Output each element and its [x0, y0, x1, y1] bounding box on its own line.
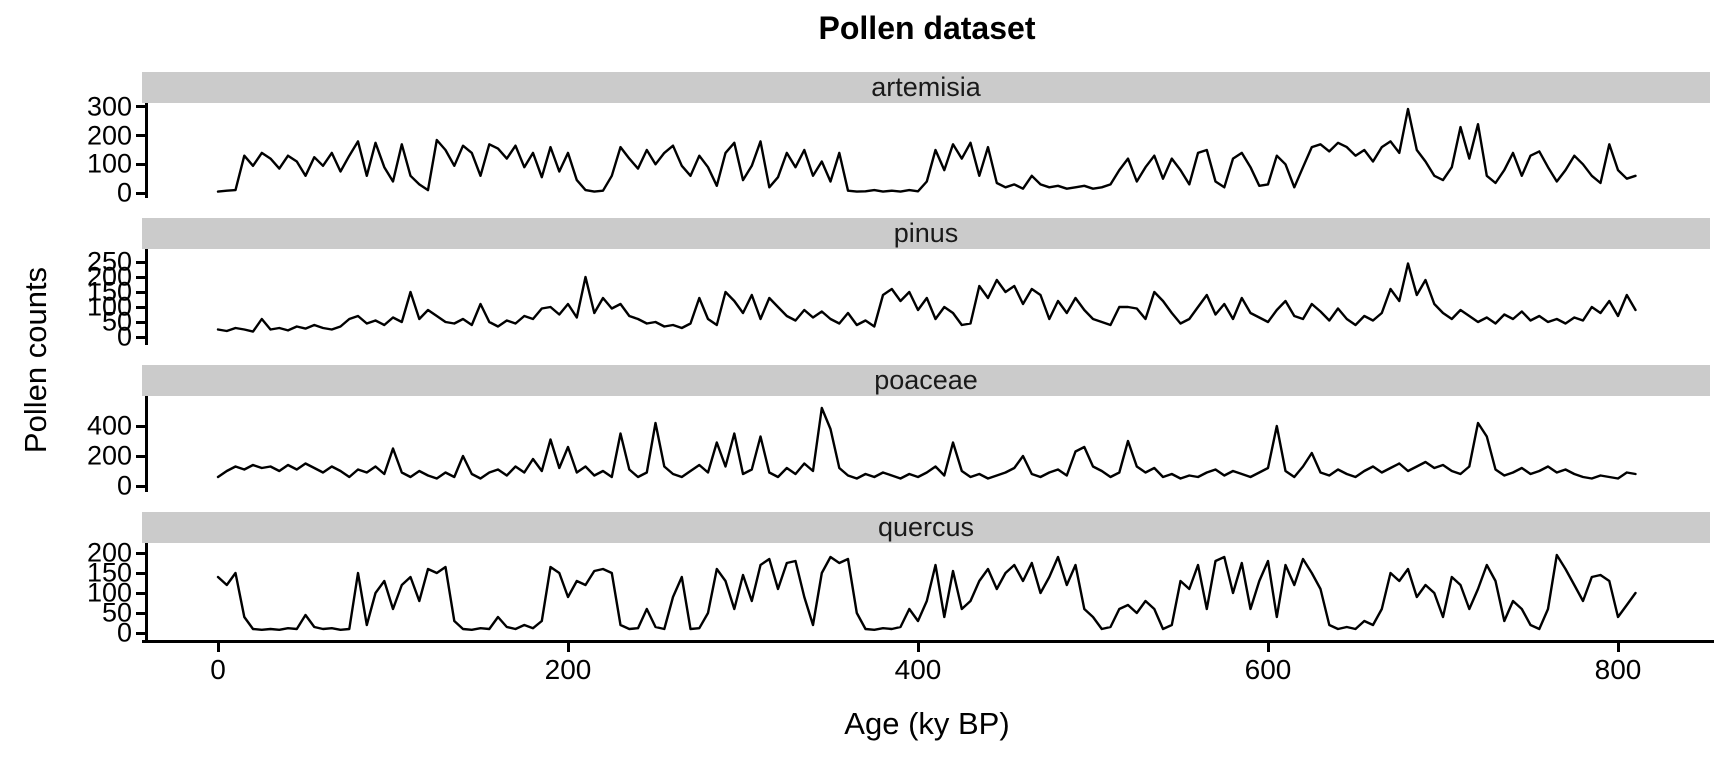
pollen-count-line	[216, 553, 1637, 632]
y-tick-mark	[136, 454, 145, 458]
y-tick-label: 400	[86, 410, 132, 441]
y-tick-mark	[136, 305, 145, 309]
y-tick-mark	[136, 424, 145, 428]
facet-strip: artemisia	[142, 72, 1710, 103]
pollen-count-line	[216, 107, 1637, 193]
x-axis-title: Age (ky BP)	[844, 706, 1010, 741]
x-tick-label: 600	[1244, 654, 1292, 685]
y-tick-label: 100	[86, 291, 132, 322]
y-tick-mark	[136, 275, 145, 279]
x-tick-mark	[216, 643, 220, 652]
y-tick-mark	[136, 611, 145, 615]
y-tick-label: 0	[116, 177, 132, 208]
pollen-count-line	[216, 406, 1637, 480]
facet-strip: poaceae	[142, 365, 1710, 396]
y-tick-mark	[136, 260, 145, 264]
facet-line-chart	[145, 103, 1637, 198]
y-tick-mark	[136, 571, 145, 575]
y-tick-mark	[136, 162, 145, 166]
facet-panel: 0 50 100 150 200 250	[87, 248, 1710, 350]
x-tick-mark	[566, 643, 570, 652]
y-tick-label: 0	[116, 470, 132, 501]
y-tick-label: 250	[86, 246, 132, 277]
x-tick-label: 800	[1594, 654, 1642, 685]
facet-strip-label: quercus	[877, 512, 975, 542]
facet-strip-label: pinus	[893, 218, 959, 248]
y-tick-label: 300	[86, 91, 132, 122]
y-tick-label: 0	[116, 617, 132, 648]
facet-strip: quercus	[142, 512, 1710, 543]
y-tick-mark	[136, 335, 145, 339]
facet-line-chart	[145, 249, 1637, 345]
y-tick-mark	[136, 320, 145, 324]
facet-panel: 0 50 100 150 200	[87, 539, 1710, 646]
y-tick-mark	[136, 551, 145, 555]
y-tick-mark	[136, 631, 145, 635]
y-tick-label: 0	[116, 321, 132, 352]
y-tick-mark	[136, 134, 145, 138]
chart-title: Pollen dataset	[818, 10, 1036, 46]
y-tick-label: 200	[86, 120, 132, 151]
y-tick-mark	[136, 484, 145, 488]
y-tick-label: 100	[86, 148, 132, 179]
facet-line-chart	[145, 543, 1637, 640]
x-tick-mark	[916, 643, 920, 652]
y-tick-label: 200	[86, 440, 132, 471]
y-tick-label: 200	[86, 261, 132, 292]
y-tick-mark	[136, 105, 145, 109]
y-tick-label: 50	[101, 306, 132, 337]
facet-strip-label: poaceae	[874, 365, 978, 395]
y-tick-label: 150	[86, 557, 132, 588]
y-tick-mark	[136, 191, 145, 195]
facet-strip-label: artemisia	[871, 72, 981, 102]
y-tick-mark	[136, 290, 145, 294]
x-tick-mark	[1266, 643, 1270, 652]
y-tick-label: 200	[86, 537, 132, 568]
facet-strip: pinus	[142, 218, 1710, 249]
x-tick-label: 200	[544, 654, 592, 685]
x-tick-label: 0	[210, 654, 226, 685]
pollen-count-line	[216, 262, 1637, 333]
facet-panel: 0 200 400	[87, 396, 1710, 499]
y-tick-label: 100	[86, 577, 132, 608]
y-tick-label: 150	[86, 276, 132, 307]
x-tick-mark	[1616, 643, 1620, 652]
facet-panel: 0 100 200 300	[87, 93, 1710, 206]
y-tick-label: 50	[101, 597, 132, 628]
facet-line-chart	[145, 396, 1637, 492]
y-tick-mark	[136, 591, 145, 595]
x-tick-label: 400	[894, 654, 942, 685]
x-axis-line	[142, 640, 1714, 643]
